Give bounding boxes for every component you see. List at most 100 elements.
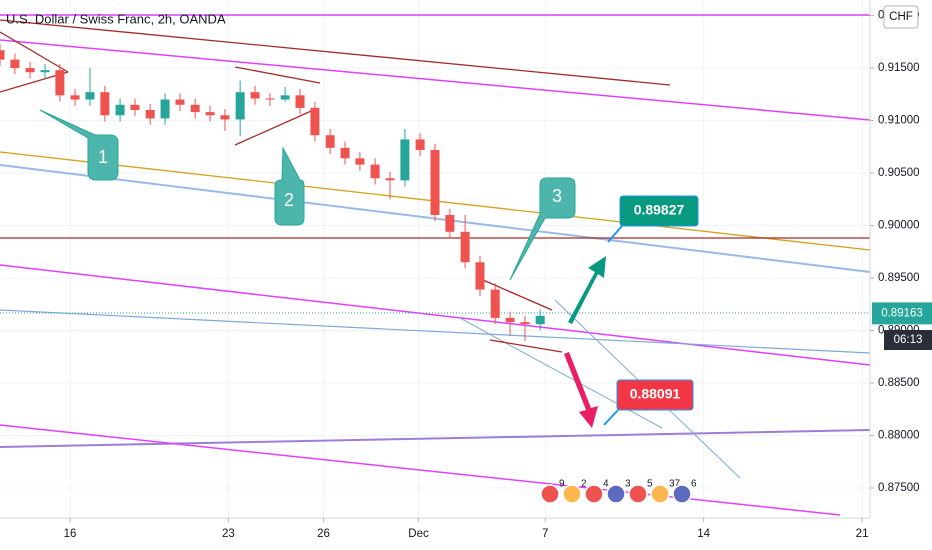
trend-line xyxy=(0,429,871,448)
candle-body xyxy=(0,50,5,60)
candle-body xyxy=(340,147,350,159)
candle-body xyxy=(430,149,440,216)
x-tick-label: 23 xyxy=(222,528,235,540)
trend-line xyxy=(0,264,871,366)
event-count: 3 xyxy=(625,479,631,490)
candle-body xyxy=(445,215,455,232)
y-tick-label: 0.90000 xyxy=(878,220,920,232)
candle-body xyxy=(175,99,185,105)
pattern-line xyxy=(234,107,319,146)
candle-body xyxy=(310,107,320,136)
event-icon xyxy=(540,484,560,504)
candles xyxy=(0,43,545,341)
candle-body xyxy=(385,178,395,181)
candle-body xyxy=(25,68,35,73)
target-label: 0.88091 xyxy=(630,386,681,402)
up-arrow xyxy=(568,256,606,324)
down-arrow xyxy=(564,352,598,428)
y-tick-label: 0.90500 xyxy=(878,167,920,179)
candle-body xyxy=(535,315,545,325)
candle-body xyxy=(85,92,95,100)
candle-body xyxy=(325,135,335,148)
last-price-label: 0.89163 xyxy=(881,307,923,319)
callout-label: 3 xyxy=(552,186,562,206)
candle-body xyxy=(370,164,380,179)
candle-body xyxy=(115,104,125,116)
callout-box xyxy=(39,109,119,181)
candle-body xyxy=(505,317,515,323)
target-box xyxy=(619,195,699,227)
event-count: 2 xyxy=(581,479,587,490)
event-icon xyxy=(672,484,692,504)
event-icon xyxy=(650,484,670,504)
x-tick-label: 14 xyxy=(697,528,710,540)
candle-body xyxy=(100,92,110,116)
y-tick-label: 0.91000 xyxy=(878,115,920,127)
candle-body xyxy=(40,70,50,73)
x-tick-label: 7 xyxy=(542,528,548,540)
pattern-line xyxy=(234,66,321,84)
event-count: 6 xyxy=(691,479,697,490)
candle-body xyxy=(55,70,65,96)
candle-body xyxy=(250,92,260,99)
y-tick-label: 0.87500 xyxy=(878,482,920,494)
event-icon xyxy=(606,484,626,504)
candle-body xyxy=(415,139,425,150)
target-label: 0.89827 xyxy=(634,202,685,218)
pattern-line xyxy=(0,31,69,73)
y-tick-label: 0.88500 xyxy=(878,377,920,389)
candle-body xyxy=(10,59,20,69)
event-count: 5 xyxy=(647,479,653,490)
x-tick-label: 26 xyxy=(317,528,330,540)
events: 9 2 4 3 5 37 6 xyxy=(540,479,697,504)
trend-line xyxy=(0,309,871,354)
candle-body xyxy=(190,104,200,113)
currency-badge xyxy=(883,5,919,29)
event-icon xyxy=(562,484,582,504)
callout-label: 1 xyxy=(98,147,108,167)
chart-title: U.S. Dollar / Swiss Franc, 2h, OANDA xyxy=(6,11,226,26)
y-tick-label: 0.89500 xyxy=(878,272,920,284)
x-tick-label: 21 xyxy=(856,528,869,540)
candle-body xyxy=(235,92,245,120)
candle-body xyxy=(295,95,305,108)
candle-body xyxy=(355,158,365,165)
trend-line xyxy=(0,424,841,516)
last-price-box xyxy=(872,302,932,325)
candle-body xyxy=(400,139,410,181)
target-box xyxy=(616,379,694,411)
y-tick-label: 0.88000 xyxy=(878,430,920,442)
candle-body xyxy=(460,231,470,263)
candle-body xyxy=(280,95,290,100)
y-tick-label: 0.91500 xyxy=(878,62,920,74)
target-pointer xyxy=(607,225,623,243)
x-tick-label: Dec xyxy=(408,528,429,540)
callout-box xyxy=(274,146,305,226)
callout-label: 2 xyxy=(284,190,294,210)
event-icon xyxy=(584,484,604,504)
callout-box xyxy=(509,177,576,281)
countdown-label: 06:13 xyxy=(894,334,923,346)
event-icon xyxy=(628,484,648,504)
pattern-line xyxy=(489,339,563,353)
countdown-box xyxy=(884,330,932,350)
candle-body xyxy=(130,104,140,111)
candle-body xyxy=(220,115,230,120)
candle-body xyxy=(475,262,485,290)
event-count: 9 xyxy=(559,479,565,490)
candle-body xyxy=(490,289,500,318)
candle-body xyxy=(145,110,155,119)
currency-label: CHF xyxy=(889,11,913,23)
trend-line xyxy=(0,39,871,121)
candle-body xyxy=(205,112,215,116)
candle-body xyxy=(160,99,170,119)
candle-body xyxy=(520,322,530,325)
annotations: 1 2 3 0.89827 0.88091 xyxy=(39,109,699,428)
event-count: 37 xyxy=(669,479,681,490)
candle-body xyxy=(70,95,80,100)
pattern-line xyxy=(482,279,553,311)
event-count: 4 xyxy=(603,479,609,490)
trend-line xyxy=(0,19,671,86)
